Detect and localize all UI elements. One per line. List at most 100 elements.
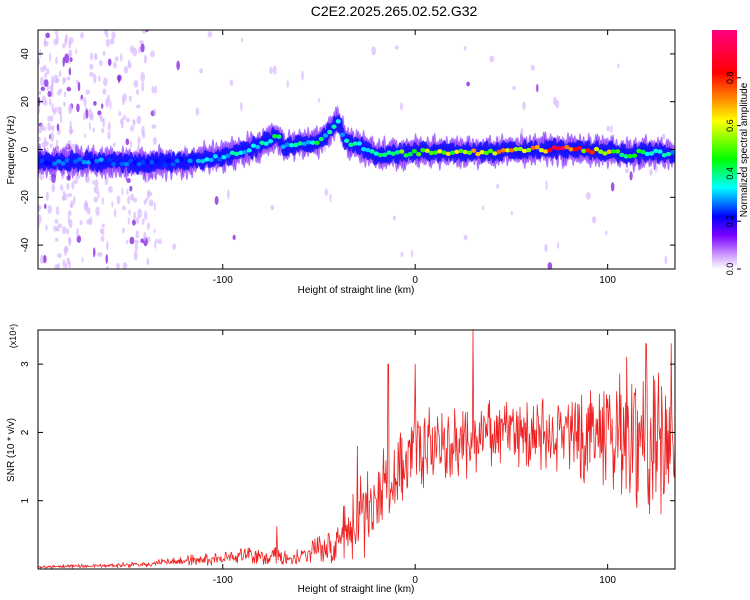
- spectrogram-ridge-blob: [166, 158, 172, 163]
- spectrogram-ridge-blob: [280, 144, 286, 149]
- spectrogram-ridge-blob: [462, 149, 468, 155]
- spectrogram-speckle-cell: [38, 90, 42, 95]
- spectrogram-ridge-blob: [411, 148, 418, 154]
- spectrogram-ridge-blob: [483, 150, 490, 156]
- spectrogram-speckle-cell: [139, 40, 144, 45]
- snr-y-ticks: 1 2 3: [20, 361, 675, 503]
- spectrogram-speckle-cell: [39, 49, 42, 58]
- spectrogram-ridge-blob: [424, 148, 430, 153]
- spectrogram-speckle-cell: [286, 79, 289, 88]
- spectrogram-speckle-cell: [125, 239, 129, 245]
- spectrogram-ridge-blob: [572, 147, 578, 152]
- spectrogram-ridge-blob: [208, 157, 214, 163]
- spectrogram-speckle-cell: [132, 119, 136, 127]
- spectrogram-speckle-cell: [92, 180, 95, 186]
- spectrogram-ridge-blob: [361, 146, 367, 152]
- spectrogram-speckle-cell: [105, 30, 109, 39]
- spectrogram-ridge-blob: [526, 147, 532, 153]
- spectrogram-ridge-blob: [170, 162, 176, 167]
- spectrogram-speckle-cell: [64, 53, 70, 64]
- spectrogram-speckle-cell: [43, 79, 49, 87]
- spectrogram-speckle-cell: [76, 103, 80, 113]
- spectrogram-ridge-blob: [445, 151, 451, 156]
- spectrogram-ridge-blob: [327, 129, 333, 135]
- spectrogram-ridge-blob: [538, 147, 545, 153]
- spectrogram-speckle-cell: [547, 262, 553, 269]
- spectrogram-ridge-blob: [581, 148, 587, 154]
- spectrogram-speckle-cell: [128, 209, 131, 216]
- spectrogram-speckle-cell: [97, 110, 102, 116]
- spectrogram-speckle-cell: [69, 203, 74, 209]
- spectrogram-ridge-blob: [263, 141, 269, 146]
- spectrogram-ridge-blob: [293, 142, 299, 148]
- spectrogram-ridge-blob: [471, 148, 477, 153]
- spectrogram-speckle-cell: [54, 264, 59, 269]
- spectrogram-speckle-cell: [77, 81, 81, 92]
- spectrogram-x-label: Height of straight line (km): [298, 285, 415, 296]
- spectrogram-speckle-cell: [75, 48, 78, 55]
- spectrogram-speckle-cell: [129, 185, 133, 192]
- spectrogram-ridge-blob: [64, 158, 70, 163]
- spectrogram-ridge-blob: [530, 145, 536, 150]
- spectrogram-ridge-blob: [191, 155, 197, 161]
- spectrogram-speckle-cell: [172, 243, 177, 250]
- spectrogram-speckle-cell: [47, 122, 51, 131]
- spectrogram-ridge-blob: [305, 140, 312, 145]
- spectrogram-speckle-cell: [55, 56, 58, 65]
- spectrogram-speckle-cell: [107, 58, 112, 66]
- figure-title: C2E2.2025.265.02.52.G32: [311, 3, 478, 19]
- spectrogram-speckle-cell: [148, 199, 154, 207]
- spectrogram-speckle-cell: [42, 254, 47, 264]
- spectrogram-speckle-cell: [586, 192, 591, 200]
- spectrogram-speckle-cell: [240, 101, 243, 112]
- spectrogram-speckle-cell: [92, 247, 96, 258]
- spectrogram-ridge-blob: [276, 134, 282, 139]
- spectrogram-speckle-cell: [530, 64, 535, 71]
- spectrogram-speckle-cell: [49, 52, 52, 62]
- spectrogram-ridge-blob: [200, 158, 206, 164]
- spectrogram-speckle-cell: [89, 216, 93, 226]
- spectrogram-ridge-blob: [331, 124, 337, 129]
- spectrogram-speckle-cell: [105, 97, 110, 108]
- spectrogram-speckle-cell: [41, 95, 47, 106]
- spectrogram-speckle-cell: [81, 256, 84, 263]
- spectrogram-speckle-cell: [152, 137, 157, 145]
- spectrogram-speckle-cell: [44, 203, 47, 209]
- spectrogram-speckle-cell: [127, 217, 130, 225]
- spectrogram-speckle-cell: [64, 249, 67, 257]
- spectrogram-speckle-cell: [44, 72, 47, 79]
- spectrogram-ridge-blob: [98, 157, 104, 162]
- spectrogram-ridge-blob: [407, 151, 413, 157]
- spectrogram-speckle-cell: [130, 125, 134, 132]
- spectrogram-y-tick-label: 20: [20, 96, 31, 108]
- spectrogram-ridge-blob: [547, 148, 553, 153]
- spectrogram-y-tick-label: 40: [20, 48, 31, 60]
- spectrogram-speckle-cell: [75, 173, 81, 180]
- spectrogram-speckle-cell: [49, 175, 52, 182]
- spectrogram-ridge-blob: [610, 149, 617, 154]
- spectrogram-speckle-cell: [129, 140, 132, 149]
- spectrogram-ridge-blob: [229, 150, 235, 156]
- spectrogram-speckle-cell: [95, 206, 100, 216]
- spectrogram-speckle-cell: [125, 138, 130, 146]
- spectrogram-speckle-cell: [51, 183, 56, 193]
- spectrogram-speckle-cell: [68, 40, 72, 49]
- spectrogram-ridge-blob: [377, 152, 384, 158]
- spectrogram-speckle-cell: [555, 100, 560, 109]
- spectrogram-ridge-blob: [585, 148, 591, 153]
- spectrogram-speckle-cell: [93, 52, 98, 61]
- spectrogram-speckle-cell: [544, 243, 548, 253]
- spectrogram-speckle-cell: [105, 240, 109, 251]
- spectrogram-ridge-blob: [246, 148, 252, 153]
- snr-y-label: SNR (10 * v/v): [6, 418, 17, 482]
- spectrogram-speckle-cell: [229, 79, 234, 87]
- snr-frame: [37, 329, 676, 570]
- spectrogram-speckle-cell: [241, 37, 244, 43]
- spectrogram-speckle-cell: [143, 199, 147, 206]
- spectrogram-ridge-blob: [60, 161, 66, 166]
- spectrogram-speckle-cell: [143, 54, 147, 64]
- spectrogram-ridge-blob: [615, 149, 621, 154]
- spectrogram-ridge-blob: [106, 157, 113, 163]
- spectrogram-ridge-blob: [534, 145, 540, 150]
- spectrogram-speckle-cell: [128, 95, 132, 102]
